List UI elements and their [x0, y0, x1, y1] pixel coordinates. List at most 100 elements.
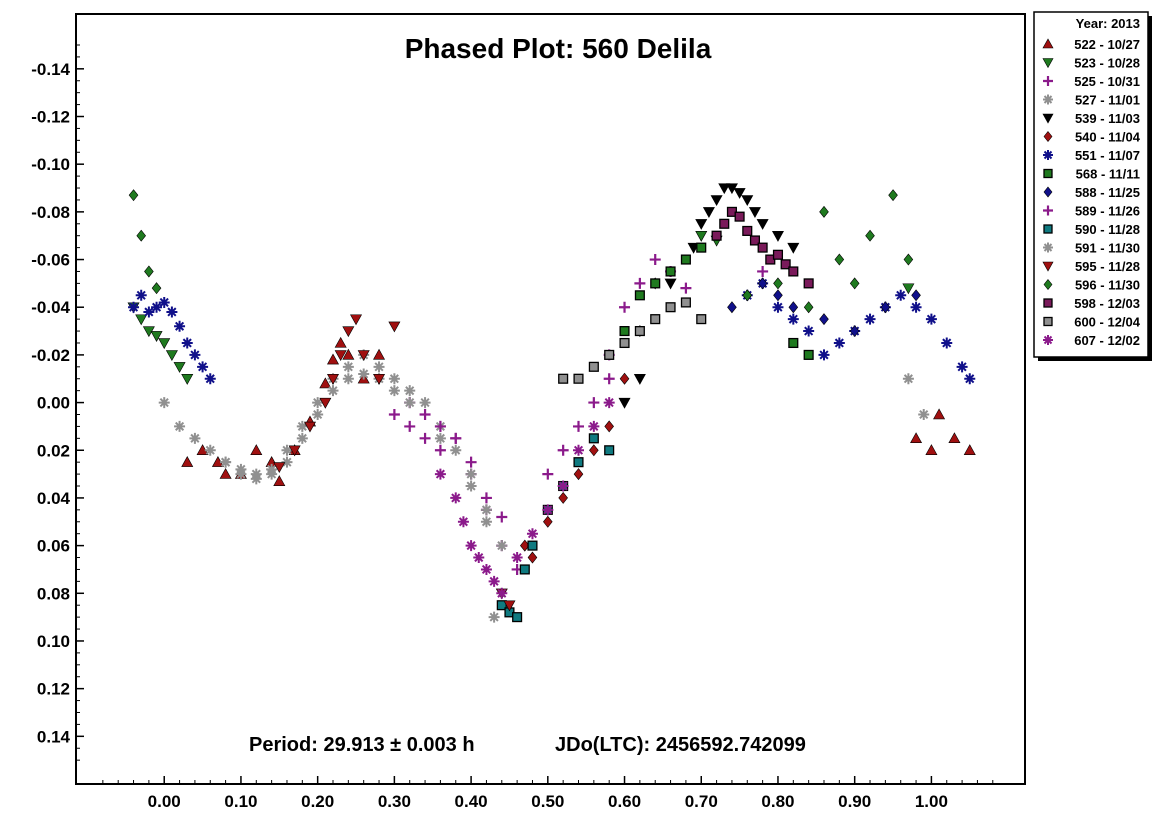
marker-shape [250, 473, 262, 485]
data-point [588, 420, 600, 432]
data-point [680, 297, 691, 308]
data-point [450, 492, 462, 504]
marker-shape [512, 612, 523, 623]
data-point [664, 278, 677, 290]
series-596 [128, 189, 914, 314]
data-point [357, 350, 370, 362]
data-point [457, 516, 469, 528]
data-point [710, 195, 723, 207]
marker-shape [128, 301, 140, 313]
marker-shape [619, 337, 630, 349]
data-point [964, 373, 976, 385]
marker-shape [496, 511, 508, 523]
marker-shape [358, 368, 370, 380]
data-point [465, 480, 477, 492]
legend-marker [1043, 335, 1053, 345]
legend-marker [1043, 298, 1053, 308]
marker-shape [633, 374, 646, 385]
series-607 [434, 397, 615, 599]
marker-shape [450, 432, 462, 444]
marker-shape [166, 306, 178, 318]
marker-shape [542, 468, 554, 480]
legend-marker [1042, 58, 1054, 69]
data-point [803, 325, 815, 337]
x-axis: 0.00 0.10 0.20 0.30 0.40 0.50 0.60 0.70 0.80 0.90… [102, 776, 994, 811]
legend-marker [1043, 224, 1053, 234]
legend-marker [1043, 316, 1053, 327]
data-point [480, 492, 492, 504]
data-point [573, 457, 584, 468]
legend-marker [1043, 279, 1053, 290]
data-point [772, 249, 784, 260]
legend: Year: 2013 522 - 10/27 523 - 10/28 525 - 1… [1033, 11, 1152, 361]
series-568 [619, 242, 814, 360]
data-point [880, 301, 891, 314]
data-point [342, 373, 354, 385]
x-tick-label: 0.00 [148, 792, 181, 811]
marker-shape [388, 385, 400, 397]
legend-marker [1042, 38, 1054, 49]
y-tick-label: 0.04 [37, 489, 71, 508]
data-point [527, 540, 538, 551]
marker-shape [964, 373, 976, 385]
data-point [589, 444, 599, 457]
data-point [480, 516, 492, 528]
data-point [695, 231, 708, 242]
data-point [603, 397, 615, 409]
marker-shape [588, 420, 600, 432]
data-point [488, 611, 500, 623]
data-point [588, 397, 600, 409]
data-point [680, 282, 692, 294]
marker-shape [296, 420, 308, 432]
data-point [634, 290, 645, 301]
data-point [419, 408, 431, 420]
marker-shape [702, 207, 715, 218]
marker-shape [326, 374, 340, 385]
data-point [204, 373, 216, 385]
marker-shape [342, 361, 354, 373]
marker-shape [480, 492, 492, 504]
data-point [619, 326, 630, 337]
series-589 [404, 373, 615, 575]
data-point [404, 385, 416, 397]
data-point [618, 397, 631, 409]
data-point [910, 432, 923, 444]
data-point [757, 265, 769, 277]
data-point [819, 313, 829, 326]
data-point [151, 282, 162, 295]
marker-shape [818, 349, 830, 361]
marker-shape [1043, 94, 1053, 105]
data-point [296, 420, 308, 432]
data-point [488, 575, 500, 587]
data-point [787, 242, 800, 254]
marker-shape [918, 408, 930, 420]
marker-shape [273, 475, 286, 486]
data-point [734, 211, 745, 222]
data-point [166, 306, 178, 318]
data-point [788, 337, 799, 349]
marker-shape [749, 235, 761, 246]
data-point [250, 473, 262, 485]
marker-shape [772, 301, 784, 313]
marker-shape [888, 189, 898, 202]
marker-shape [173, 362, 186, 373]
data-point [151, 301, 163, 313]
data-point [388, 408, 400, 420]
marker-shape [680, 282, 692, 294]
marker-shape [496, 587, 508, 599]
data-point [619, 337, 630, 349]
marker-shape [803, 278, 814, 289]
y-tick-label: -0.10 [31, 155, 70, 174]
marker-shape [748, 207, 761, 218]
data-point [603, 373, 615, 385]
marker-shape [742, 289, 753, 302]
data-point [911, 289, 921, 302]
data-point [150, 331, 163, 342]
marker-shape [1042, 58, 1054, 69]
data-point [696, 314, 707, 325]
marker-shape [151, 301, 163, 313]
marker-shape [135, 289, 147, 301]
marker-shape [450, 492, 462, 504]
data-point [358, 368, 370, 380]
data-point [665, 266, 676, 277]
